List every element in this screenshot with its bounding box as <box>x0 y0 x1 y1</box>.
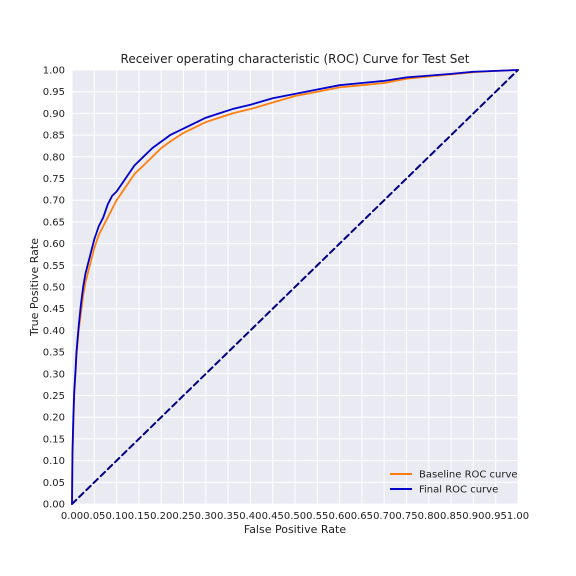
x-tick-label: 0.80 <box>418 511 440 522</box>
y-tick-label: 0.75 <box>43 174 65 185</box>
x-tick-label: 0.20 <box>150 511 172 522</box>
y-tick-label: 0.50 <box>43 283 65 294</box>
x-tick-label: 0.90 <box>462 511 484 522</box>
x-tick-label: 0.10 <box>105 511 127 522</box>
x-tick-label: 0.05 <box>83 511 105 522</box>
x-tick-label: 0.65 <box>351 511 373 522</box>
y-tick-label: 0.00 <box>43 500 65 511</box>
y-tick-label: 0.20 <box>43 413 65 424</box>
x-tick-label: 0.55 <box>306 511 328 522</box>
x-tick-label: 0.35 <box>217 511 239 522</box>
y-tick-label: 0.40 <box>43 326 65 337</box>
legend-label: Baseline ROC curve <box>419 470 518 481</box>
x-tick-label: 0.95 <box>485 511 507 522</box>
y-tick-label: 0.85 <box>43 131 65 142</box>
x-tick-label: 0.85 <box>440 511 462 522</box>
y-tick-label: 0.15 <box>43 434 65 445</box>
y-tick-label: 0.90 <box>43 109 65 120</box>
x-tick-label: 0.70 <box>373 511 395 522</box>
y-tick-label: 0.55 <box>43 261 65 272</box>
y-tick-label: 0.65 <box>43 217 65 228</box>
x-axis-ticks: 0.00 0.05 0.10 0.15 0.20 0.25 0.30 0.35 0.40 0.45… <box>61 511 529 522</box>
chance-diagonal-line <box>71 69 519 505</box>
chart-title: Receiver operating characteristic (ROC) … <box>121 52 470 66</box>
x-tick-label: 0.60 <box>328 511 350 522</box>
x-tick-label: 0.15 <box>128 511 150 522</box>
y-axis-ticks: 0.00 0.05 0.10 0.15 0.20 0.25 0.30 0.35 0.40 0.45… <box>43 66 65 511</box>
y-axis-label: True Positive Rate <box>28 238 41 337</box>
x-tick-label: 0.00 <box>61 511 83 522</box>
x-tick-label: 0.25 <box>172 511 194 522</box>
x-tick-label: 0.30 <box>195 511 217 522</box>
x-tick-label: 0.45 <box>262 511 284 522</box>
y-tick-label: 0.10 <box>43 456 65 467</box>
final-roc-line <box>71 69 519 505</box>
y-tick-label: 0.05 <box>43 478 65 489</box>
y-tick-label: 0.30 <box>43 369 65 380</box>
x-tick-label: 1.00 <box>507 511 529 522</box>
legend: Baseline ROC curve Final ROC curve <box>390 470 518 496</box>
x-axis-label: False Positive Rate <box>244 523 346 536</box>
y-tick-label: 1.00 <box>43 66 65 77</box>
legend-label: Final ROC curve <box>419 485 498 496</box>
y-tick-label: 0.35 <box>43 348 65 359</box>
y-tick-label: 0.60 <box>43 239 65 250</box>
y-tick-label: 0.25 <box>43 391 65 402</box>
y-tick-label: 0.45 <box>43 304 65 315</box>
series-layer <box>71 69 519 505</box>
y-tick-label: 0.95 <box>43 87 65 98</box>
x-tick-label: 0.50 <box>284 511 306 522</box>
y-tick-label: 0.70 <box>43 196 65 207</box>
y-tick-label: 0.80 <box>43 152 65 163</box>
x-tick-label: 0.40 <box>239 511 261 522</box>
x-tick-label: 0.75 <box>395 511 417 522</box>
